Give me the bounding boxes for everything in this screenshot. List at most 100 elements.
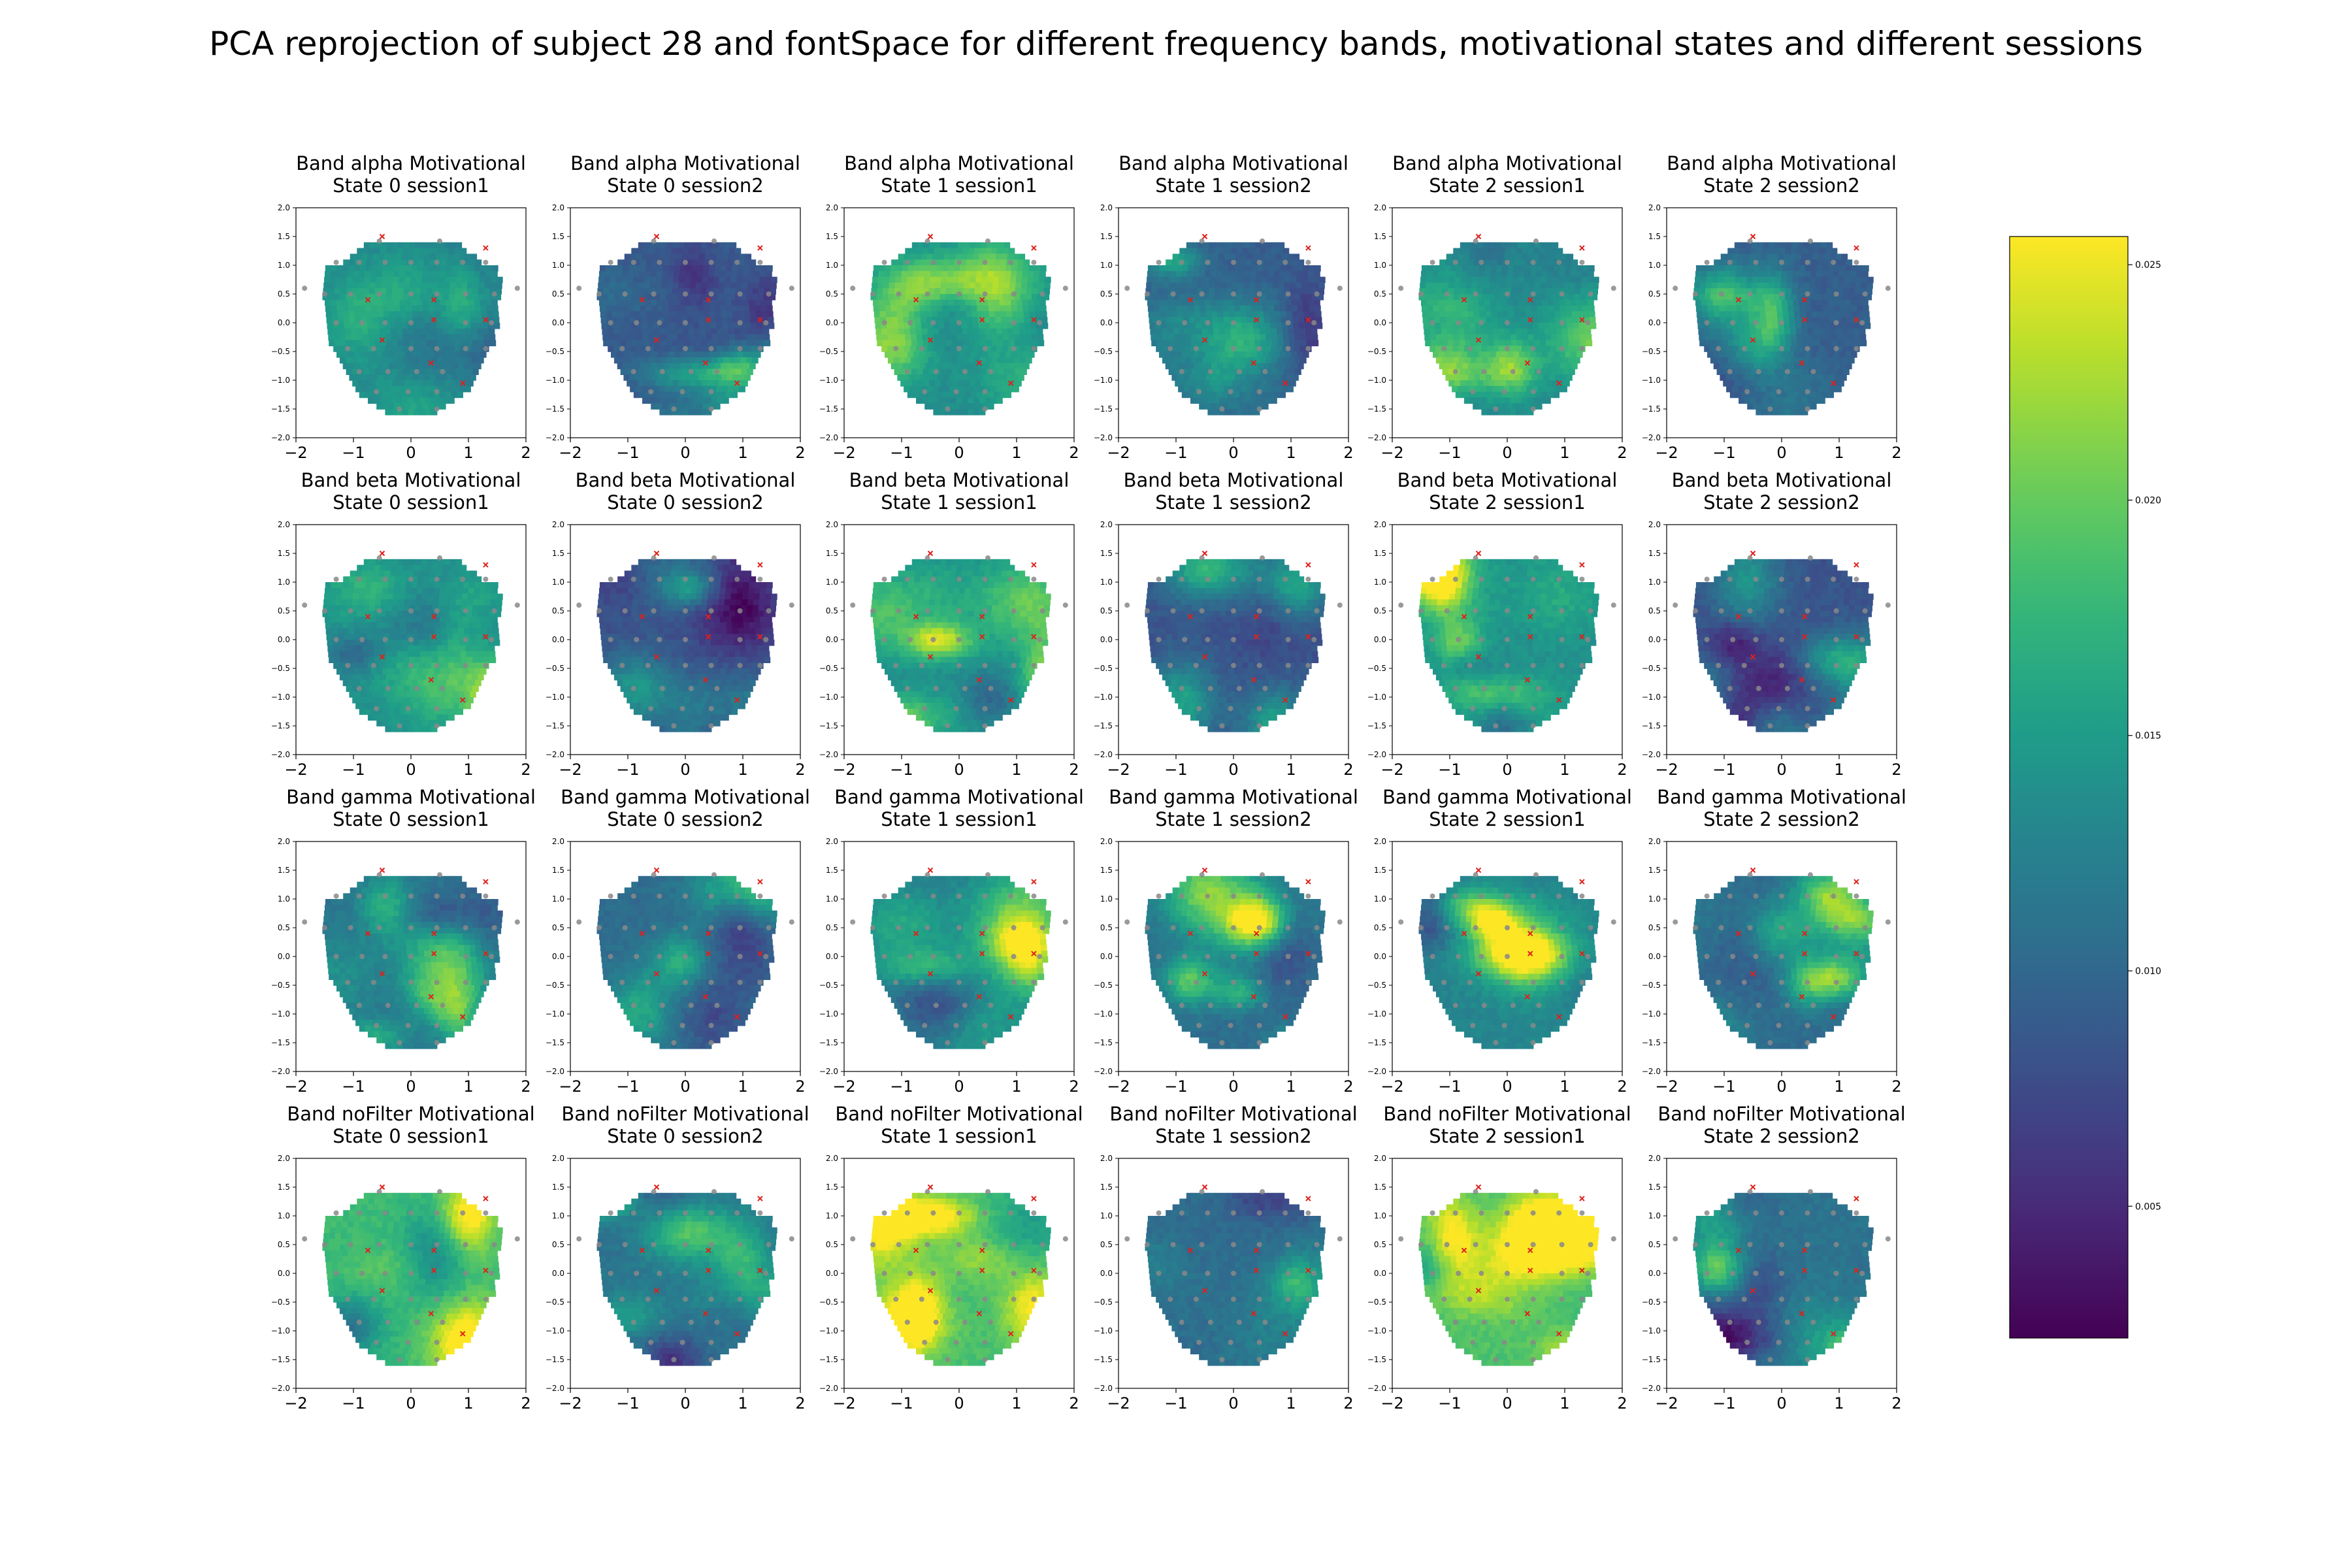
heatmap-cell	[345, 357, 352, 364]
heatmap-cell	[400, 311, 407, 318]
heatmap-cell	[703, 305, 710, 312]
heatmap-cell	[353, 270, 360, 278]
heatmap-cell	[693, 385, 700, 393]
heatmap-cell	[442, 253, 449, 260]
heatmap-cell	[470, 374, 476, 381]
heatmap-cell	[463, 265, 470, 272]
heatmap-cell	[630, 346, 637, 352]
heatmap-cell	[489, 340, 497, 346]
heatmap-cell	[648, 334, 655, 341]
heatmap-cell	[687, 317, 694, 323]
heatmap-cell	[760, 270, 766, 278]
heatmap-cell	[645, 391, 651, 399]
heatmap-cell	[723, 357, 730, 364]
heatmap-cell	[382, 270, 389, 278]
heatmap-cell	[597, 288, 604, 295]
heatmap-cell	[361, 253, 368, 260]
heatmap-cell	[714, 265, 721, 272]
heatmap-cell	[387, 391, 395, 399]
heatmap-cell	[763, 334, 770, 341]
heatmap-cell	[470, 323, 478, 329]
heatmap-cell	[392, 368, 399, 375]
heatmap-cell	[720, 265, 727, 272]
heatmap-cell	[732, 305, 738, 312]
heatmap-cell	[741, 368, 747, 375]
heatmap-cell	[632, 282, 639, 289]
heatmap-cell	[400, 363, 407, 370]
heatmap-cell	[722, 323, 728, 329]
heatmap-cell	[485, 270, 492, 278]
heatmap-cell	[343, 259, 350, 266]
sensor-dot	[322, 291, 327, 297]
heatmap-cell	[353, 351, 360, 358]
heatmap-cell	[357, 334, 363, 341]
heatmap-cell	[461, 340, 468, 346]
heatmap-cell	[451, 265, 459, 272]
heatmap-cell	[393, 270, 400, 278]
heatmap-cell	[711, 334, 719, 341]
heatmap-cell	[715, 374, 722, 381]
heatmap-cell	[677, 334, 684, 341]
heatmap-cell	[704, 259, 710, 266]
heatmap-cell	[696, 391, 704, 399]
heatmap-cell	[719, 276, 726, 284]
heatmap-cell	[610, 270, 617, 278]
heatmap-cell	[696, 276, 703, 284]
heatmap-cell	[671, 334, 678, 341]
heatmap-cell	[631, 248, 638, 255]
heatmap-cell	[734, 294, 742, 301]
heatmap-cell	[609, 282, 616, 289]
heatmap-cell	[705, 328, 712, 335]
heatmap-cell	[493, 323, 500, 329]
heatmap-cell	[340, 282, 348, 289]
heatmap-cell	[646, 374, 653, 381]
heatmap-cell	[487, 311, 493, 318]
heatmap-cell	[668, 265, 676, 272]
heatmap-cell	[652, 259, 659, 266]
heatmap-cell	[710, 311, 716, 318]
heatmap-cell	[639, 391, 646, 399]
heatmap-cell	[440, 351, 446, 358]
heatmap-cell	[387, 282, 393, 289]
heatmap-cell	[765, 276, 772, 284]
heatmap-cell	[703, 363, 710, 370]
heatmap-cell	[333, 328, 340, 335]
heatmap-cell	[657, 311, 664, 318]
heatmap-cell	[691, 403, 698, 410]
heatmap-cell	[417, 311, 425, 318]
heatmap-cell	[392, 380, 399, 387]
heatmap-cell	[385, 248, 392, 255]
heatmap-cell	[354, 311, 361, 318]
heatmap-cell	[679, 270, 686, 278]
heatmap-cell	[603, 340, 610, 346]
heatmap-cell	[417, 305, 424, 312]
heatmap-cell	[705, 409, 712, 416]
heatmap-cell	[766, 305, 773, 312]
heatmap-cell	[455, 242, 463, 249]
heatmap-cell	[743, 299, 749, 306]
heatmap-cell	[382, 351, 389, 358]
heatmap-cell	[466, 368, 473, 375]
heatmap-cell	[632, 276, 640, 284]
heatmap-cell	[653, 328, 661, 335]
heatmap-cell	[468, 270, 475, 278]
heatmap-cell	[744, 374, 751, 381]
heatmap-cell	[449, 288, 456, 295]
heatmap-cell	[626, 288, 632, 295]
heatmap-cell	[738, 311, 745, 318]
heatmap-cell	[749, 265, 756, 272]
heatmap-cell	[704, 253, 711, 260]
heatmap-cell	[640, 259, 647, 266]
heatmap-cell	[416, 270, 423, 278]
heatmap-cell	[385, 328, 391, 335]
heatmap-cell	[355, 374, 361, 381]
heatmap-cell	[367, 385, 374, 393]
heatmap-cell	[619, 328, 626, 335]
heatmap-cell	[747, 288, 753, 295]
heatmap-cell	[461, 282, 468, 289]
x-tick-label: 2	[521, 444, 531, 462]
heatmap-cell	[672, 282, 679, 289]
heatmap-cell	[668, 351, 675, 358]
heatmap-cell	[766, 265, 773, 272]
heatmap-cell	[649, 380, 656, 387]
